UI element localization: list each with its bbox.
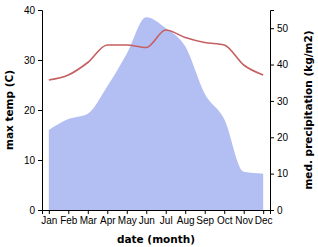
y-axis: 0 10 20 30 40: [24, 5, 43, 216]
tick: Mar: [80, 210, 98, 226]
tick: 0: [270, 205, 283, 216]
axis-line: [271, 11, 275, 211]
tick-label: 30: [24, 55, 36, 66]
tick-label: 0: [277, 205, 283, 216]
tick: Apr: [100, 210, 116, 226]
tick-label: Apr: [100, 215, 116, 226]
tick-mark: [270, 210, 274, 211]
tick: 40: [24, 5, 42, 16]
tick-label: Jun: [139, 215, 155, 226]
precipitation-area: [49, 17, 263, 210]
tick-mark: [263, 210, 264, 214]
tick-mark: [107, 210, 108, 214]
tick-mark: [88, 210, 89, 214]
tick: May: [118, 210, 137, 226]
tick: Sep: [196, 210, 214, 226]
temperature-line: [49, 30, 263, 80]
tick-label: Sep: [196, 215, 214, 226]
tick-label: Mar: [80, 215, 98, 226]
tick: 50: [270, 23, 289, 34]
tick: 30: [270, 96, 289, 107]
tick-mark: [38, 60, 42, 61]
tick-mark: [146, 210, 147, 214]
y2-axis-title: med. precipitation (kg/m2): [302, 30, 314, 189]
tick: 40: [270, 59, 289, 70]
tick-mark: [205, 210, 206, 214]
tick-mark: [38, 210, 42, 211]
tick: Dec: [255, 210, 273, 226]
tick: 30: [24, 55, 42, 66]
tick-mark: [185, 210, 186, 214]
tick-mark: [244, 210, 245, 214]
axis-line: [43, 211, 271, 215]
tick-label: Aug: [177, 215, 195, 226]
tick-label: Jul: [160, 215, 173, 226]
tick-label: 10: [24, 155, 36, 166]
tick-label: 50: [277, 23, 289, 34]
plot: JanFebMarAprMayJun Jul AugSepOctNovDec 0 10 2…: [24, 5, 289, 226]
tick: Jul: [160, 210, 173, 226]
tick-mark: [127, 210, 128, 214]
tick-mark: [49, 210, 50, 214]
tick: 0: [29, 205, 42, 216]
tick: 10: [270, 168, 289, 179]
tick-label: Dec: [255, 215, 273, 226]
y-axis-title: max temp (C): [3, 70, 15, 150]
tick-mark: [38, 160, 42, 161]
tick-label: 20: [24, 105, 36, 116]
axis-line: [38, 11, 43, 211]
tick-mark: [270, 174, 274, 175]
tick-label: Oct: [217, 215, 233, 226]
tick: Nov: [235, 210, 253, 226]
tick-label: 40: [277, 59, 289, 70]
x-axis-title: date (month): [117, 233, 195, 245]
tick-mark: [38, 110, 42, 111]
tick: Aug: [177, 210, 195, 226]
marks: [49, 17, 263, 210]
tick-label: Jan: [41, 215, 57, 226]
tick-label: 0: [29, 205, 35, 216]
tick: Jun: [139, 210, 155, 226]
tick: Jan: [41, 210, 57, 226]
tick: 10: [24, 155, 42, 166]
chart: JanFebMarAprMayJun Jul AugSepOctNovDec 0 10 2…: [0, 0, 318, 247]
tick-label: 10: [277, 168, 289, 179]
y2-axis: 0 10 20 30 40 50: [270, 11, 289, 216]
tick-label: Nov: [235, 215, 253, 226]
tick: 20: [24, 105, 42, 116]
tick-mark: [270, 65, 274, 66]
tick-label: Feb: [60, 215, 78, 226]
tick: Oct: [217, 210, 233, 226]
tick: Feb: [60, 210, 78, 226]
tick-mark: [270, 101, 274, 102]
tick-label: 40: [24, 5, 36, 16]
tick-mark: [166, 210, 167, 214]
tick-label: May: [118, 215, 137, 226]
tick-mark: [270, 137, 274, 138]
x-axis: JanFebMarAprMayJun Jul AugSepOctNovDec: [41, 210, 272, 226]
tick-mark: [224, 210, 225, 214]
tick-label: 30: [277, 96, 289, 107]
tick-mark: [68, 210, 69, 214]
tick: 20: [270, 132, 289, 143]
tick-mark: [270, 28, 274, 29]
tick-label: 20: [277, 132, 289, 143]
tick-mark: [38, 10, 42, 11]
